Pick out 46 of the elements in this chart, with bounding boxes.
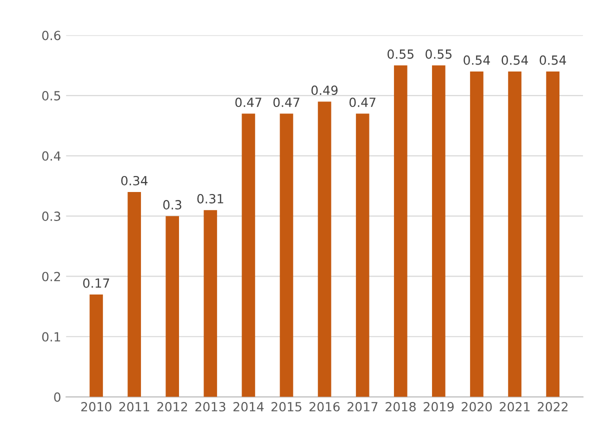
data-label: 0.3 bbox=[163, 200, 182, 210]
bar bbox=[508, 71, 522, 397]
x-tick-label: 2013 bbox=[195, 402, 226, 412]
y-tick-label: 0.1 bbox=[42, 332, 60, 342]
x-tick-label: 2022 bbox=[538, 402, 568, 412]
x-tick-label: 2017 bbox=[348, 402, 378, 412]
y-tick-label: 0.2 bbox=[42, 272, 60, 282]
x-tick-label: 2019 bbox=[424, 402, 454, 412]
x-tick-label: 2020 bbox=[462, 402, 492, 412]
bar bbox=[546, 71, 560, 397]
bar bbox=[128, 192, 141, 397]
data-label: 0.55 bbox=[388, 49, 414, 59]
data-label: 0.49 bbox=[311, 86, 338, 95]
y-tick-label: 0.3 bbox=[42, 212, 60, 222]
data-label: 0.47 bbox=[349, 98, 376, 108]
bar bbox=[242, 114, 256, 397]
bar bbox=[318, 102, 332, 397]
x-tick-label: 2018 bbox=[386, 402, 416, 412]
data-label: 0.54 bbox=[464, 55, 490, 65]
bar bbox=[90, 294, 103, 397]
bar bbox=[470, 71, 484, 397]
bar bbox=[280, 114, 294, 397]
data-label: 0.55 bbox=[426, 49, 452, 59]
y-tick-label: 0 bbox=[54, 392, 60, 402]
x-tick-label: 2021 bbox=[500, 402, 530, 412]
data-label: 0.47 bbox=[273, 98, 300, 108]
x-tick-label: 2011 bbox=[119, 402, 150, 412]
x-tick-label: 2010 bbox=[81, 402, 112, 412]
data-label: 0.17 bbox=[83, 278, 110, 288]
data-label: 0.47 bbox=[235, 98, 262, 108]
x-tick-label: 2015 bbox=[272, 402, 302, 412]
bar bbox=[356, 114, 370, 397]
bar bbox=[166, 216, 180, 397]
data-label: 0.54 bbox=[502, 55, 528, 65]
bar bbox=[204, 210, 218, 397]
x-tick-label: 2016 bbox=[310, 402, 340, 412]
data-label: 0.34 bbox=[121, 176, 148, 186]
bar bbox=[394, 65, 408, 397]
data-label: 0.54 bbox=[540, 55, 566, 65]
bar bbox=[432, 65, 446, 397]
data-label: 0.31 bbox=[197, 194, 224, 204]
x-tick-label: 2014 bbox=[233, 402, 264, 412]
x-tick-label: 2012 bbox=[157, 402, 188, 412]
y-tick-label: 0.4 bbox=[42, 151, 61, 161]
y-tick-label: 0.6 bbox=[42, 30, 60, 40]
y-tick-label: 0.5 bbox=[42, 91, 60, 100]
